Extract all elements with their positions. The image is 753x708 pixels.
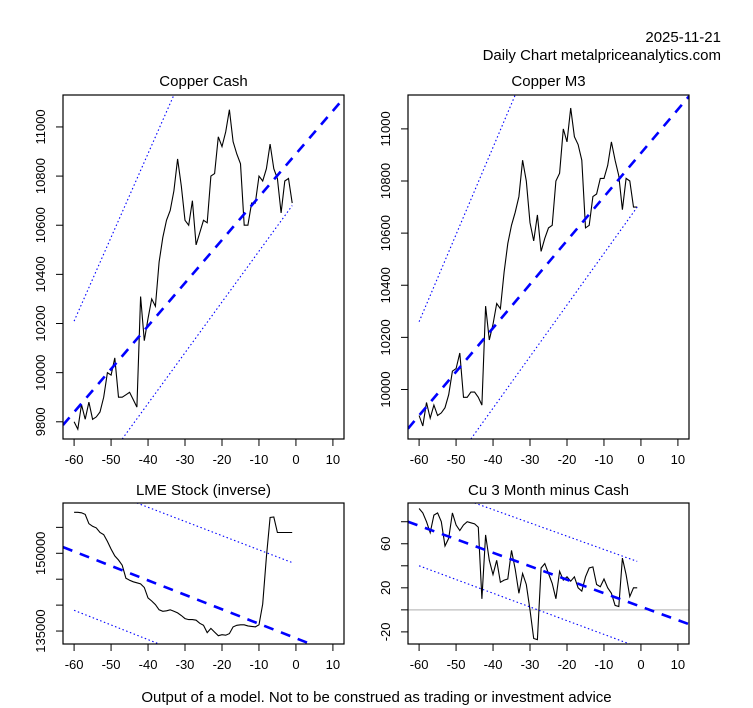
plot-area — [408, 503, 689, 644]
y-tick-label: 9800 — [33, 407, 48, 436]
y-tick-label: -20 — [378, 622, 393, 641]
plot-frame — [407, 502, 690, 645]
y-tick-label: 10400 — [33, 256, 48, 292]
x-tick-label: -40 — [484, 452, 503, 467]
x-tick-label: -40 — [139, 452, 158, 467]
x-tick-label: -20 — [558, 657, 577, 672]
y-tick-label: 10000 — [378, 371, 393, 407]
panel-cu-3m-minus-cash: Cu 3 Month minus Cash -60 -50 -40 -30 -20 -10… — [378, 482, 690, 672]
series-line-price — [73, 109, 293, 432]
chart-subtitle: Daily Chart metalpriceanalytics.com — [482, 47, 721, 64]
x-tick-label: -60 — [410, 657, 429, 672]
plot-area — [63, 503, 312, 644]
x-tick-label: -40 — [484, 657, 503, 672]
lower-band-line — [418, 565, 630, 644]
x-tick-label: 0 — [637, 452, 644, 467]
lower-band-line — [73, 609, 160, 644]
x-tick-label: 10 — [671, 657, 685, 672]
chart-title: Copper M3 — [511, 73, 585, 90]
upper-band-line — [73, 95, 175, 322]
upper-band-line — [418, 95, 516, 322]
trend-line — [408, 95, 689, 430]
x-tick-label: -50 — [447, 452, 466, 467]
x-tick-label: -10 — [250, 452, 269, 467]
x-tick-label: -10 — [595, 452, 614, 467]
panel-copper-cash: Copper Cash -60 -50 -40 -30 -20 -10 0 10 9800 100… — [33, 73, 345, 467]
chart-date: 2025-11-21 — [645, 29, 721, 46]
x-tick-label: -10 — [250, 657, 269, 672]
trend-line — [408, 520, 689, 626]
x-tick-label: -30 — [176, 452, 195, 467]
x-tick-label: -40 — [139, 657, 158, 672]
y-tick-label: 60 — [378, 537, 393, 551]
x-tick-label: -30 — [176, 657, 195, 672]
x-tick-label: -60 — [410, 452, 429, 467]
series-line-stock — [74, 511, 293, 637]
x-tick-label: 0 — [292, 657, 299, 672]
chart-title: LME Stock (inverse) — [136, 482, 271, 499]
x-tick-label: -30 — [521, 452, 540, 467]
y-tick-label: 10200 — [33, 305, 48, 341]
x-tick-label: -30 — [521, 657, 540, 672]
x-tick-label: -60 — [65, 452, 84, 467]
x-tick-label: -20 — [558, 452, 577, 467]
x-tick-label: 10 — [326, 657, 340, 672]
chart-title: Copper Cash — [159, 73, 247, 90]
y-tick-label: 10400 — [378, 267, 393, 303]
disclaimer: Output of a model. Not to be construed a… — [141, 689, 612, 706]
y-tick-label: 20 — [378, 581, 393, 595]
x-tick-label: -50 — [102, 452, 121, 467]
chart-title: Cu 3 Month minus Cash — [468, 482, 629, 499]
y-tick-label: 10200 — [378, 319, 393, 355]
upper-band-line — [474, 503, 638, 562]
lower-band-line — [470, 206, 638, 439]
x-tick-label: 10 — [326, 452, 340, 467]
y-tick-label: 11000 — [33, 109, 48, 144]
y-tick-label: 11000 — [378, 111, 393, 146]
y-tick-label: 135000 — [33, 609, 48, 652]
x-tick-label: 0 — [637, 657, 644, 672]
x-tick-label: -20 — [213, 657, 232, 672]
y-tick-label: 10800 — [33, 158, 48, 194]
x-tick-label: -60 — [65, 657, 84, 672]
y-tick-label: 10600 — [378, 215, 393, 251]
x-tick-label: -50 — [447, 657, 466, 672]
panel-copper-m3: Copper M3 -60 -50 -40 -30 -20 -10 0 10 10000 1020… — [378, 73, 690, 467]
y-tick-label: 10600 — [33, 207, 48, 243]
x-tick-label: -10 — [595, 657, 614, 672]
y-tick-label: 10000 — [33, 355, 48, 391]
plot-area — [63, 95, 344, 439]
x-tick-label: 0 — [292, 452, 299, 467]
series-line-spread — [418, 508, 638, 641]
y-tick-label: 10800 — [378, 163, 393, 199]
plot-frame — [62, 94, 345, 440]
x-tick-label: -20 — [213, 452, 232, 467]
trend-line — [63, 545, 312, 644]
y-tick-label: 150000 — [33, 532, 48, 575]
plot-frame — [407, 94, 690, 440]
x-tick-label: 10 — [671, 452, 685, 467]
series-line-price — [418, 107, 638, 427]
plot-area — [408, 95, 689, 439]
plot-frame — [62, 502, 345, 645]
x-tick-label: -50 — [102, 657, 121, 672]
panel-lme-stock: LME Stock (inverse) -60 -50 -40 -30 -20 -10 0 1… — [33, 482, 345, 672]
trend-line — [63, 97, 344, 426]
lower-band-line — [121, 205, 293, 439]
